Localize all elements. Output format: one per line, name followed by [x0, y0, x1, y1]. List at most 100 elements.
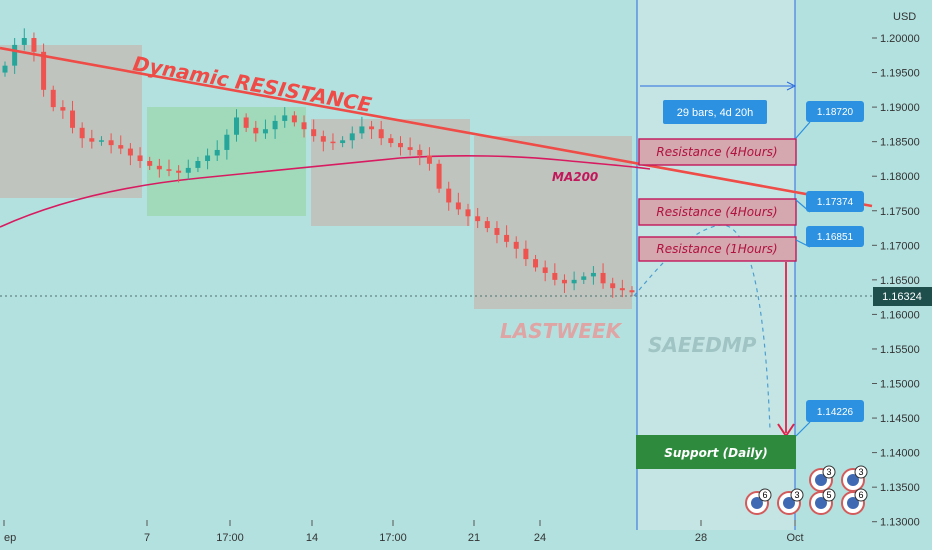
event-badge-count: 6 [762, 490, 767, 500]
candle-body [89, 138, 95, 142]
candle-body [234, 117, 240, 135]
x-tick-label: Oct [786, 532, 803, 544]
candle-body [60, 107, 66, 111]
candle-body [2, 65, 8, 73]
dynamic-resistance-line [0, 46, 873, 208]
ma200-line [0, 155, 651, 228]
x-tick-label: 28 [695, 532, 707, 544]
candle-body [31, 38, 37, 52]
candle-body [465, 209, 471, 217]
candle-body [619, 288, 625, 291]
candle-body [291, 115, 297, 123]
level-resistance-3-label: Resistance (1Hours) [656, 242, 777, 256]
candle-body [484, 221, 490, 229]
candle-body [349, 133, 355, 141]
candle-body [600, 272, 606, 284]
event-badge: 3 [777, 488, 804, 515]
candle-body [330, 141, 336, 144]
ma200-label: MA200 [552, 170, 598, 184]
level-resistance-1-label: Resistance (4Hours) [656, 145, 777, 159]
candle-body [50, 89, 56, 108]
candle-body [320, 136, 326, 142]
candle-body [494, 228, 500, 235]
y-tick-label: 1.15500 [880, 344, 920, 356]
callout-2: 1.17374 [795, 191, 864, 213]
x-tick-label: 24 [534, 532, 546, 544]
range-arrow-head [786, 81, 797, 91]
candle-body [224, 134, 230, 150]
x-tick-label: 21 [468, 532, 480, 544]
candle-body [388, 138, 394, 144]
y-tick-label: 1.18500 [880, 137, 920, 149]
watermark-saeedmp: SAEEDMP [648, 333, 757, 357]
callout-1-price: 1.18720 [817, 107, 854, 118]
candle-body [12, 44, 18, 66]
candles [2, 28, 635, 298]
price-axis [872, 0, 932, 550]
candle-body [301, 122, 307, 130]
candle-body [185, 167, 191, 173]
candle-body [426, 155, 432, 164]
candle-body [523, 248, 529, 260]
candle-body [214, 149, 220, 156]
candle-body [108, 140, 114, 146]
range-label-box [663, 100, 767, 124]
candle-body [378, 129, 384, 139]
candle-body [340, 140, 346, 144]
event-badge-count: 3 [858, 467, 863, 477]
level-resistance-2[interactable]: Resistance (4Hours) [638, 198, 797, 226]
level-resistance-3[interactable]: Resistance (1Hours) [638, 236, 797, 262]
x-tick-label: 17:00 [216, 532, 244, 544]
candle-body [407, 147, 413, 150]
y-tick-label: 1.16000 [880, 309, 920, 321]
candle-body [21, 38, 27, 45]
current-price-value: 1.16324 [882, 291, 922, 303]
callout-1: 1.18720 [795, 101, 864, 139]
y-tick-label: 1.17000 [880, 240, 920, 252]
range-label: 29 bars, 4d 20h [677, 107, 753, 119]
event-badges[interactable]: 6 3 3 5 3 6 [745, 465, 868, 515]
y-tick-label: 1.15000 [880, 379, 920, 391]
x-tick-label: 7 [144, 532, 150, 544]
event-badge: 3 [809, 465, 836, 492]
y-tick-label: 1.19500 [880, 68, 920, 80]
y-tick-label: 1.13500 [880, 482, 920, 494]
level-resistance-1[interactable]: Resistance (4Hours) [638, 138, 797, 166]
candle-body [311, 129, 317, 137]
candle-body [446, 188, 452, 203]
candle-body [571, 279, 577, 284]
callout-4: 1.14226 [795, 400, 864, 437]
event-badge-count: 3 [794, 490, 799, 500]
candle-body [397, 143, 403, 148]
y-tick-label: 1.18000 [880, 171, 920, 183]
event-badge: 3 [841, 465, 868, 492]
candle-body [369, 126, 375, 130]
event-badge-count: 5 [826, 490, 831, 500]
y-tick-label: 1.14000 [880, 448, 920, 460]
callout-4-price: 1.14226 [817, 407, 854, 418]
candle-body [127, 148, 133, 156]
candle-body [253, 127, 259, 134]
candle-body [98, 140, 104, 142]
y-axis-ticks: 1.20000 1.19500 1.19000 1.18500 1.18000 1.175… [872, 33, 920, 529]
candle-body [79, 127, 85, 139]
candle-body [561, 279, 567, 284]
candle-body [417, 149, 423, 156]
candle-body [581, 276, 587, 280]
candle-body [156, 165, 162, 170]
event-badge-count: 3 [826, 467, 831, 477]
level-support[interactable]: Support (Daily) [636, 435, 796, 469]
current-price-tag [873, 287, 932, 306]
range-box-2 [147, 107, 306, 216]
range-box-4 [474, 136, 632, 309]
candle-body [41, 51, 47, 90]
candle-body [118, 145, 124, 149]
candle-body [147, 161, 153, 166]
candle-body [359, 126, 365, 134]
x-axis-ticks: ep 7 17:00 14 17:00 21 24 28 Oct [3, 520, 804, 544]
candle-body [455, 202, 461, 210]
watermark-lastweek: LASTWEEK [500, 319, 623, 343]
candle-body [137, 155, 143, 162]
x-tick-label: ep [4, 532, 16, 544]
